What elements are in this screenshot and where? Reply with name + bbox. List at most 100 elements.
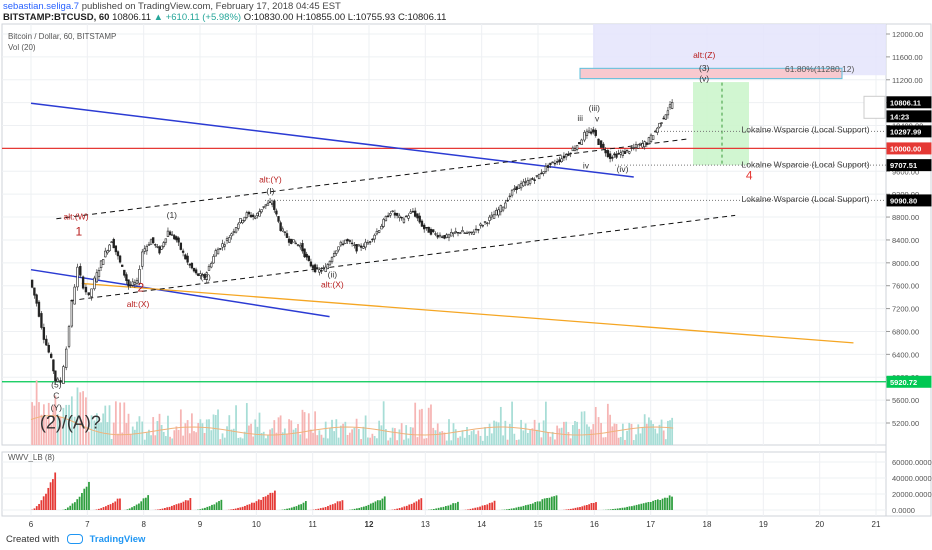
candle-body-up [357, 244, 361, 247]
wwv-bars [31, 472, 673, 510]
candle-body-up [375, 230, 379, 235]
candle [141, 248, 144, 270]
candle [625, 149, 629, 154]
candle [611, 155, 614, 162]
wwv-bar [64, 509, 67, 510]
volume-bar [648, 417, 650, 445]
candle-body-up [339, 241, 343, 246]
publish-info: sebastian.seliga.7 published on TradingV… [3, 1, 341, 12]
tradingview-brand[interactable]: TradingView [89, 534, 146, 545]
volume-bar [150, 435, 152, 445]
wwv-bar [116, 498, 119, 510]
wwv-bar [508, 508, 511, 510]
wwv-bar [159, 509, 162, 510]
candle-body-up [571, 147, 575, 152]
candle-body-up [668, 104, 672, 108]
candle [664, 114, 667, 120]
wwv-bar [555, 495, 558, 510]
volume-bar [275, 432, 278, 445]
volume-bar [360, 439, 362, 445]
volume-bar [256, 426, 259, 445]
candle [362, 243, 365, 249]
price-marker-box [886, 125, 932, 138]
wwv-bar [353, 508, 356, 510]
candle-body-down [555, 161, 559, 163]
wwv-bar [131, 507, 133, 510]
wwv-bar [430, 509, 433, 510]
candle [112, 237, 115, 249]
candle [283, 230, 287, 236]
wwv-bar [656, 499, 659, 510]
candle-body-down [127, 279, 130, 287]
candle [160, 245, 163, 251]
volume-bar [515, 439, 518, 445]
candle [416, 213, 419, 222]
volume-bar [208, 419, 210, 445]
volume-bar [369, 437, 372, 445]
candle-body-down [305, 253, 308, 258]
volume-bar [609, 414, 611, 445]
volume-bar [660, 419, 663, 445]
wave-label: iv [583, 160, 590, 170]
wwv-bar [668, 495, 671, 510]
volume-bar [639, 433, 642, 445]
candle-body-down [188, 263, 191, 266]
candle-body-down [400, 216, 403, 219]
wwv-bar [413, 502, 415, 510]
price-pin-box [863, 95, 886, 119]
candle [166, 227, 170, 238]
candle-body-up [519, 183, 523, 189]
wwv-bar [170, 505, 173, 510]
candle [670, 99, 674, 110]
price-marker: 9090.80 [886, 194, 932, 207]
wwv-bar [324, 507, 327, 510]
candle-body-up [101, 259, 105, 265]
candle [615, 150, 618, 159]
volume-bar [499, 406, 502, 445]
volume-bar [513, 433, 516, 445]
wwv-bar [300, 504, 303, 510]
wave-label: (ii) [328, 270, 338, 280]
wwv-bar [539, 501, 541, 510]
volume-bar [459, 436, 462, 445]
volume-bar [33, 405, 36, 445]
volume-bar [93, 420, 96, 445]
volume-bar [322, 437, 325, 445]
candle [243, 216, 246, 223]
wwv-bar [614, 508, 617, 510]
candle-body-down [129, 284, 132, 286]
price-chart[interactable]: 12000.0011600.0011200.0010800.0010400.00… [0, 0, 932, 530]
price-tick-label: 11200.00 [892, 76, 923, 85]
candle [339, 240, 343, 248]
volume-bar [250, 423, 252, 445]
wwv-bar [592, 502, 595, 510]
candle-body-down [425, 226, 428, 229]
wwv-bar [444, 506, 447, 510]
volume-bar [385, 429, 387, 445]
candle [441, 235, 444, 239]
vol-label: Vol (20) [8, 43, 36, 52]
candle [375, 228, 379, 236]
candle-body-up [647, 137, 651, 144]
wwv-bar [213, 504, 216, 510]
wwv-bar [128, 508, 131, 510]
volume-bar [320, 434, 323, 445]
wwv-bar [204, 507, 206, 510]
wwv-bar [255, 501, 258, 510]
candle-body-up [488, 216, 491, 221]
wwv-bar [534, 502, 537, 510]
candle-body-down [158, 246, 161, 254]
wwv-bar [484, 505, 486, 510]
candle-body-up [504, 202, 507, 209]
symbol-label: BITSTAMP:BTCUSD, 60 [3, 12, 110, 23]
wwv-bar [234, 508, 237, 510]
candle [87, 292, 90, 297]
candle-body-up [513, 188, 516, 190]
candle [468, 231, 471, 236]
wwv-bar [579, 507, 581, 510]
candle-body-up [463, 232, 466, 234]
wwv-bar [315, 509, 317, 510]
author-link[interactable]: sebastian.seliga.7 [3, 1, 80, 12]
candle-body-up [465, 232, 469, 234]
candle [654, 129, 657, 133]
